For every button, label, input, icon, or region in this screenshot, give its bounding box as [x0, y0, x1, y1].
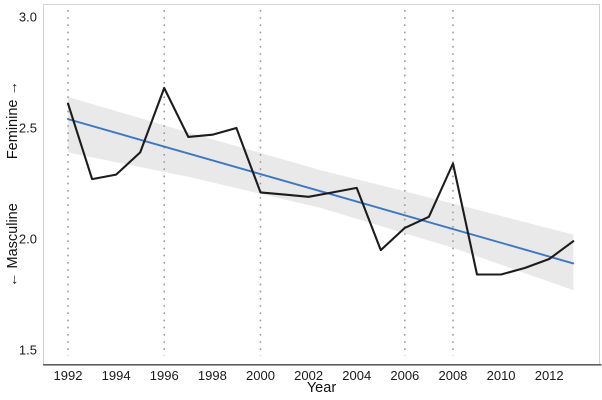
y-axis-title-feminine: Feminine →: [4, 81, 21, 160]
confidence-band: [68, 96, 574, 291]
y-axis-title-text: ← Masculine Feminine →: [4, 81, 21, 287]
x-axis-title: Year: [306, 380, 337, 396]
x-tick-label: 2012: [534, 368, 564, 383]
x-tick-label: 1994: [101, 368, 131, 383]
reference-lines-layer: [67, 10, 454, 356]
x-tick-label: 1996: [149, 368, 179, 383]
x-tick-label: 2002: [294, 368, 324, 383]
confidence-band-layer: [68, 96, 574, 291]
panel-border: [43, 4, 600, 365]
x-tick-label: 2004: [342, 368, 372, 383]
panel-frame-layer: [43, 4, 602, 366]
trend-line: [67, 118, 575, 265]
y-axis-title-masculine: ← Masculine: [4, 203, 21, 287]
y-tick-label: 3.0: [18, 9, 37, 25]
y-tick-label: 2.0: [18, 231, 37, 247]
y-tick-label: 1.5: [18, 342, 37, 358]
x-tick-label: 1998: [197, 368, 227, 383]
x-tick-label: 1992: [53, 368, 83, 383]
series-layer: [66, 86, 575, 276]
x-tick-label: 2008: [438, 368, 468, 383]
x-tick-label: 2000: [246, 368, 275, 383]
observed-line: [66, 86, 575, 276]
y-tick-label: 2.5: [18, 120, 37, 136]
x-tick-label: 2010: [486, 368, 516, 383]
x-tick-label: 2006: [390, 368, 420, 383]
